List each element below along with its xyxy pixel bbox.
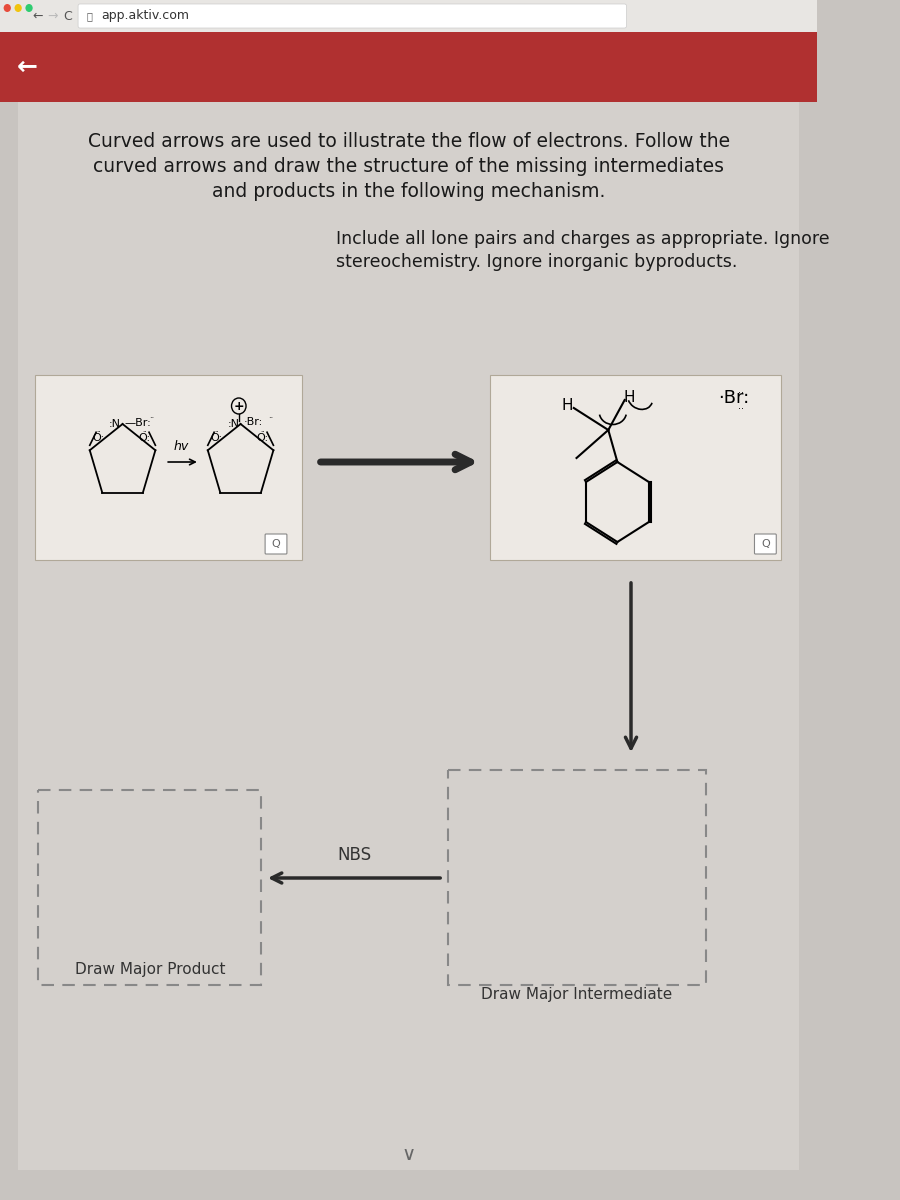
Text: O:: O: — [256, 433, 269, 443]
Text: :N: :N — [228, 419, 239, 428]
Text: and products in the following mechanism.: and products in the following mechanism. — [212, 182, 605, 200]
Text: Draw Major Intermediate: Draw Major Intermediate — [481, 986, 672, 1002]
Text: ..: .. — [738, 385, 744, 395]
Text: Include all lone pairs and charges as appropriate. Ignore: Include all lone pairs and charges as ap… — [336, 230, 830, 248]
Text: ..: .. — [149, 412, 154, 420]
Text: ..: .. — [96, 427, 101, 433]
Text: —Br:: —Br: — [124, 418, 151, 428]
Text: ..: .. — [268, 410, 274, 420]
Text: hv: hv — [174, 440, 189, 452]
Text: →: → — [48, 10, 58, 23]
Circle shape — [14, 4, 22, 12]
Text: Draw Major Product: Draw Major Product — [75, 962, 225, 977]
Text: ..: .. — [260, 427, 265, 433]
Text: +: + — [233, 400, 244, 413]
Text: :N: :N — [109, 419, 121, 428]
Text: O:: O: — [211, 433, 222, 443]
Circle shape — [25, 4, 32, 12]
Text: O:: O: — [93, 433, 104, 443]
Text: Curved arrows are used to illustrate the flow of electrons. Follow the: Curved arrows are used to illustrate the… — [87, 132, 730, 151]
Text: H: H — [562, 397, 573, 413]
Text: NBS: NBS — [337, 846, 371, 864]
Text: ←: ← — [33, 10, 43, 23]
Text: H: H — [624, 390, 634, 404]
Bar — [38, 790, 261, 985]
Circle shape — [4, 4, 11, 12]
Text: curved arrows and draw the structure of the missing intermediates: curved arrows and draw the structure of … — [93, 157, 724, 176]
Text: ·Br:: ·Br: — [243, 416, 263, 427]
Text: O:: O: — [139, 433, 151, 443]
FancyBboxPatch shape — [754, 534, 777, 554]
FancyBboxPatch shape — [266, 534, 287, 554]
Bar — [18, 102, 799, 1170]
FancyBboxPatch shape — [78, 4, 626, 28]
Text: ←: ← — [17, 55, 38, 79]
Text: ∨: ∨ — [401, 1146, 416, 1164]
Text: app.aktiv.com: app.aktiv.com — [102, 10, 190, 23]
Text: C: C — [63, 10, 72, 23]
Text: ..: .. — [142, 427, 147, 433]
Text: Q: Q — [761, 539, 770, 550]
Bar — [447, 770, 706, 985]
Text: ·Br:: ·Br: — [718, 389, 749, 407]
Bar — [491, 374, 781, 560]
Text: Q: Q — [272, 539, 281, 550]
Text: 🔒: 🔒 — [86, 11, 92, 20]
Text: stereochemistry. Ignore inorganic byproducts.: stereochemistry. Ignore inorganic byprod… — [336, 253, 737, 271]
Text: ..: .. — [214, 427, 219, 433]
Bar — [0, 0, 817, 32]
Bar — [0, 32, 817, 102]
Bar — [34, 374, 302, 560]
Text: ..: .. — [738, 401, 744, 410]
